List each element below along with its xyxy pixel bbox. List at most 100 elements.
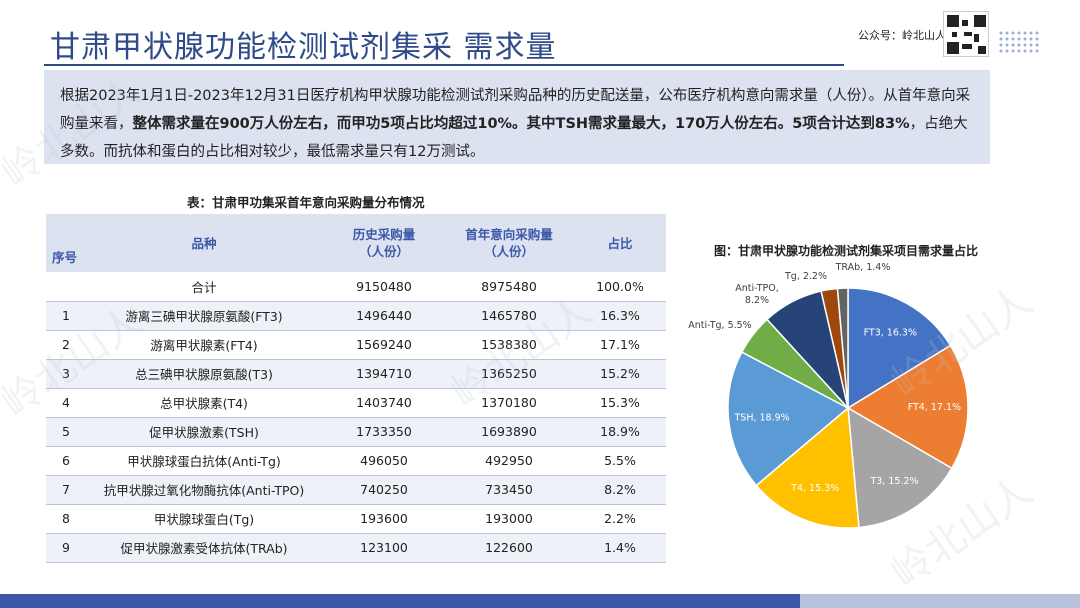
- header-intent-line2: （人份）: [483, 244, 534, 259]
- table-row: 9 促甲状腺激素受体抗体(TRAb) 123100 122600 1.4%: [46, 533, 666, 563]
- pie-data-label: TRAb, 1.4%: [835, 262, 891, 273]
- table-cell: 8: [46, 504, 84, 534]
- pie-data-label: Anti-Tg, 5.5%: [688, 320, 751, 331]
- table-cell: 9150480: [324, 272, 444, 302]
- header-intent-line1: 首年意向采购量: [465, 227, 553, 242]
- pie-data-label: T4, 15.3%: [790, 483, 839, 494]
- qr-code-icon: [943, 11, 989, 57]
- table-header-row: 序号 品种 历史采购量 （人份） 首年意向采购量 （人份） 占比: [46, 214, 666, 272]
- header-hist-line2: （人份）: [358, 244, 409, 259]
- decorative-dots: [998, 30, 1040, 54]
- summary-text-2: ，占绝大多数。而抗体和蛋白的占比相对较少，最低需求量只有12万测试。: [60, 116, 968, 160]
- pie-slice-ft4: [846, 344, 969, 470]
- pie-slice-tsh: [727, 351, 850, 487]
- pie-slice-ft3: [847, 287, 952, 410]
- table-cell: 4: [46, 388, 84, 418]
- table-cell: 1: [46, 301, 84, 331]
- table-cell: 193000: [444, 504, 574, 534]
- table-cell: 促甲状腺激素受体抗体(TRAb): [84, 533, 324, 563]
- table-cell: [46, 272, 84, 302]
- table-cell: 2: [46, 330, 84, 360]
- footer-bar-secondary: [800, 594, 1080, 608]
- table-cell: 8.2%: [574, 475, 666, 505]
- table-cell: 8975480: [444, 272, 574, 302]
- table-cell: 游离三碘甲状腺原氨酸(FT3): [84, 301, 324, 331]
- table-row: 3 总三碘甲状腺原氨酸(T3) 1394710 1365250 15.2%: [46, 359, 666, 389]
- table-caption: 表：甘肃甲功集采首年意向采购量分布情况: [187, 195, 425, 210]
- title-underline: [44, 64, 844, 66]
- table-cell: 740250: [324, 475, 444, 505]
- table-cell: 123100: [324, 533, 444, 563]
- table-cell: 促甲状腺激素(TSH): [84, 417, 324, 447]
- table-cell: 15.3%: [574, 388, 666, 418]
- header-seq: 序号: [46, 214, 84, 272]
- pie-data-label: T3, 15.2%: [869, 476, 918, 487]
- pie-data-label: TSH, 18.9%: [733, 412, 789, 423]
- table-cell: 1394710: [324, 359, 444, 389]
- header-hist: 历史采购量 （人份）: [324, 214, 444, 272]
- table-cell: 甲状腺球蛋白抗体(Anti-Tg): [84, 446, 324, 476]
- table-cell: 16.3%: [574, 301, 666, 331]
- table-cell: 1.4%: [574, 533, 666, 563]
- table-cell: 1365250: [444, 359, 574, 389]
- table-cell: 总甲状腺素(T4): [84, 388, 324, 418]
- table-cell: 合计: [84, 272, 324, 302]
- summary-text-1: 根据2023年1月1日-2023年12月31日医疗机构甲状腺功能检测试剂采购品种…: [60, 88, 971, 132]
- table-row: 2 游离甲状腺素(FT4) 1569240 1538380 17.1%: [46, 330, 666, 360]
- table-cell: 1370180: [444, 388, 574, 418]
- table-cell: 3: [46, 359, 84, 389]
- summary-bold-text: 整体需求量在900万人份左右，而甲功5项占比均超过10%。其中TSH需求量最大，…: [132, 116, 910, 132]
- table-cell: 抗甲状腺过氧化物酶抗体(Anti-TPO): [84, 475, 324, 505]
- table-row-total: 合计 9150480 8975480 100.0%: [46, 272, 666, 302]
- table-cell: 122600: [444, 533, 574, 563]
- pie-data-label: FT4, 17.1%: [908, 402, 961, 413]
- table-row: 8 甲状腺球蛋白(Tg) 193600 193000 2.2%: [46, 504, 666, 534]
- table-cell: 6: [46, 446, 84, 476]
- table-cell: 1569240: [324, 330, 444, 360]
- summary-box: 根据2023年1月1日-2023年12月31日医疗机构甲状腺功能检测试剂采购品种…: [44, 70, 990, 164]
- pie-data-label: FT3, 16.3%: [864, 328, 917, 339]
- table-row: 5 促甲状腺激素(TSH) 1733350 1693890 18.9%: [46, 417, 666, 447]
- table-cell: 18.9%: [574, 417, 666, 447]
- account-label: 公众号：岭北山人: [858, 29, 946, 42]
- footer-bar-primary: [0, 594, 800, 608]
- pie-data-label: Anti-TPO, 8.2%: [735, 283, 778, 306]
- table-cell: 甲状腺球蛋白(Tg): [84, 504, 324, 534]
- table-cell: 1693890: [444, 417, 574, 447]
- pie-slice-t4: [755, 406, 860, 529]
- table-cell: 9: [46, 533, 84, 563]
- table-cell: 7: [46, 475, 84, 505]
- table-row: 1 游离三碘甲状腺原氨酸(FT3) 1496440 1465780 16.3%: [46, 301, 666, 331]
- table-cell: 492950: [444, 446, 574, 476]
- table-cell: 17.1%: [574, 330, 666, 360]
- data-table: 序号 品种 历史采购量 （人份） 首年意向采购量 （人份） 占比 合计 9150…: [46, 214, 666, 563]
- chart-title: 图：甘肃甲状腺功能检测试剂集采项目需求量占比: [714, 244, 979, 258]
- table-cell: 496050: [324, 446, 444, 476]
- table-cell: 1496440: [324, 301, 444, 331]
- header-name: 品种: [84, 214, 324, 272]
- table-cell: 100.0%: [574, 272, 666, 302]
- table-cell: 2.2%: [574, 504, 666, 534]
- header-pct: 占比: [574, 214, 666, 272]
- table-cell: 5.5%: [574, 446, 666, 476]
- header-intent: 首年意向采购量 （人份）: [444, 214, 574, 272]
- table-row: 4 总甲状腺素(T4) 1403740 1370180 15.3%: [46, 388, 666, 418]
- table-cell: 1465780: [444, 301, 574, 331]
- table-cell: 5: [46, 417, 84, 447]
- table-cell: 游离甲状腺素(FT4): [84, 330, 324, 360]
- pie-chart: FT3, 16.3% FT4, 17.1% T3, 15.2% T4, 15.3% TS…: [688, 262, 969, 529]
- table-cell: 1538380: [444, 330, 574, 360]
- table-row: 6 甲状腺球蛋白抗体(Anti-Tg) 496050 492950 5.5%: [46, 446, 666, 476]
- table-row: 7 抗甲状腺过氧化物酶抗体(Anti-TPO) 740250 733450 8.…: [46, 475, 666, 505]
- pie-slice-trab: [836, 287, 849, 409]
- page-title: 甘肃甲状腺功能检测试剂集采 需求量: [50, 30, 557, 65]
- table-cell: 总三碘甲状腺原氨酸(T3): [84, 359, 324, 389]
- table-cell: 733450: [444, 475, 574, 505]
- table-cell: 1733350: [324, 417, 444, 447]
- table-cell: 15.2%: [574, 359, 666, 389]
- pie-slice-t3: [847, 406, 953, 529]
- table-cell: 1403740: [324, 388, 444, 418]
- header-hist-line1: 历史采购量: [352, 227, 416, 242]
- table-cell: 193600: [324, 504, 444, 534]
- pie-data-label: Tg, 2.2%: [784, 271, 827, 282]
